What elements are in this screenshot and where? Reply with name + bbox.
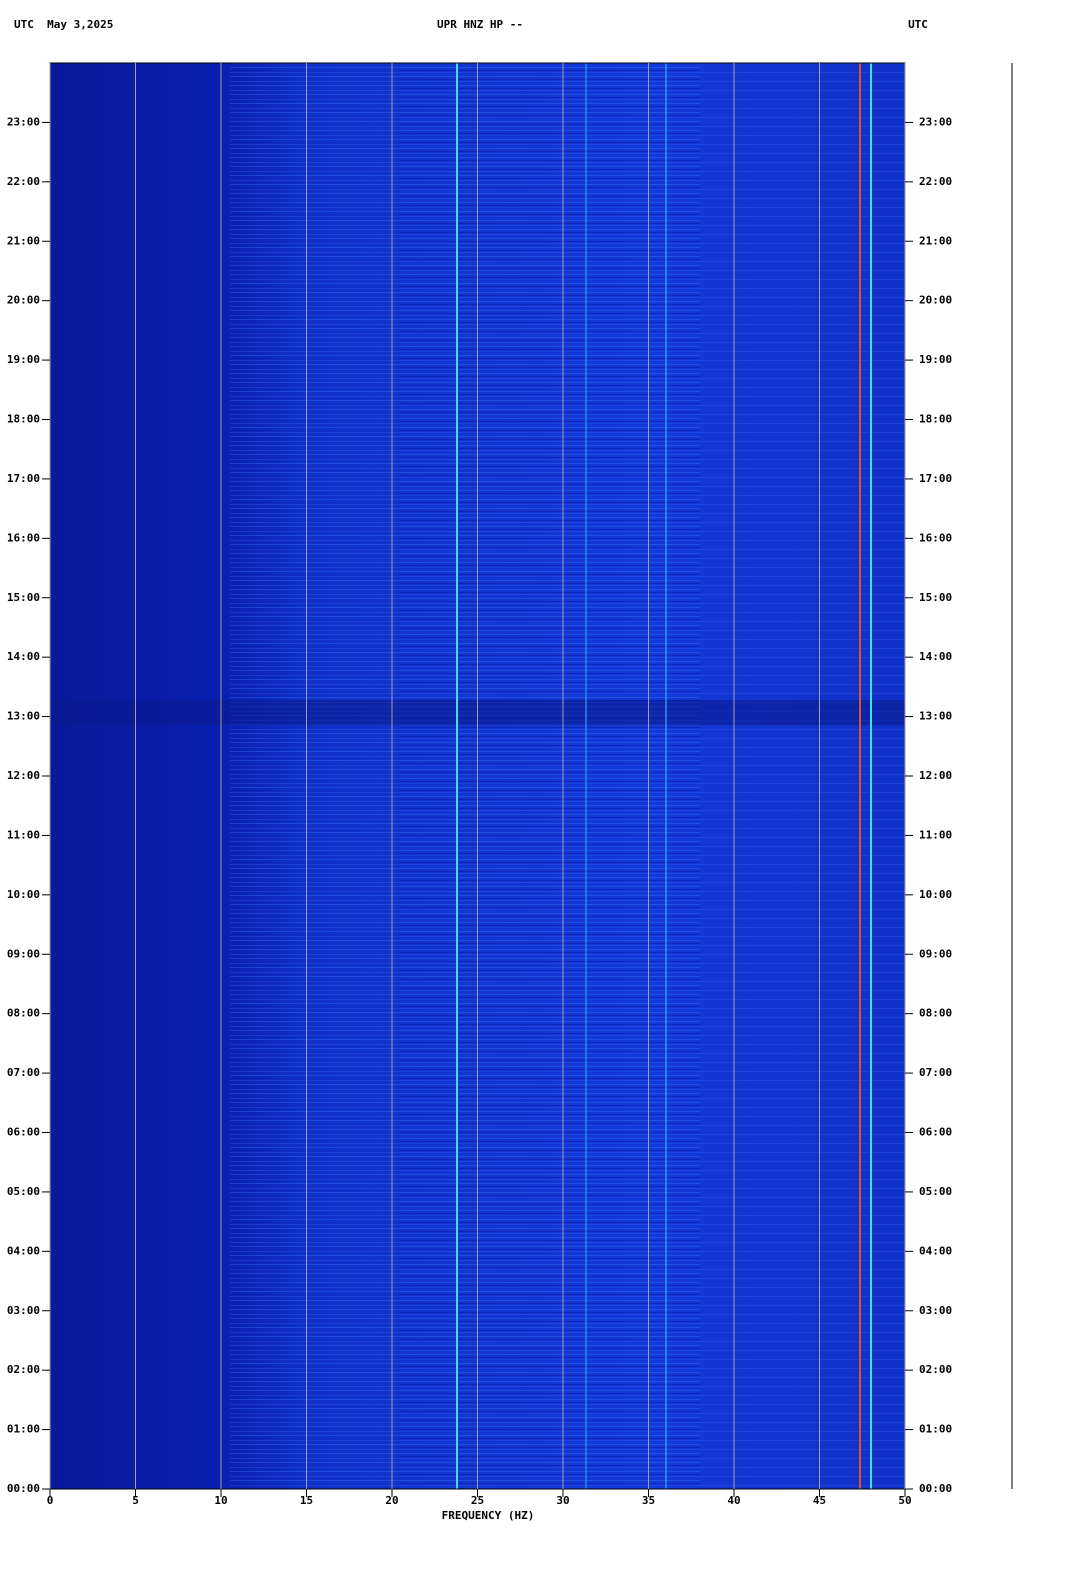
y-tick-label: 21:00 (919, 234, 952, 247)
y-tick-label: 03:00 (919, 1304, 952, 1317)
y-tick-label: 07:00 (7, 1066, 40, 1079)
y-tick-label: 09:00 (7, 947, 40, 960)
x-tick-label: 0 (47, 1494, 54, 1507)
y-tick-label: 13:00 (919, 710, 952, 723)
y-tick-label: 20:00 (919, 294, 952, 307)
y-tick-label: 13:00 (7, 710, 40, 723)
y-tick-label: 15:00 (7, 591, 40, 604)
x-tick-label: 50 (898, 1494, 911, 1507)
y-tick-label: 10:00 (919, 888, 952, 901)
y-tick-label: 11:00 (7, 828, 40, 841)
date-label: UTC May 3,2025 (14, 18, 113, 31)
y-tick-label: 01:00 (919, 1423, 952, 1436)
x-tick-label: 35 (642, 1494, 655, 1507)
y-tick-label: 17:00 (7, 472, 40, 485)
y-tick-label: 03:00 (7, 1304, 40, 1317)
y-tick-label: 22:00 (7, 175, 40, 188)
y-tick-label: 08:00 (919, 1007, 952, 1020)
chart-title: UPR HNZ HP -- (437, 18, 523, 31)
y-tick-label: 14:00 (7, 650, 40, 663)
y-tick-label: 00:00 (919, 1482, 952, 1495)
x-tick-label: 5 (132, 1494, 139, 1507)
x-tick-label: 20 (385, 1494, 398, 1507)
y-tick-label: 04:00 (7, 1244, 40, 1257)
y-tick-label: 08:00 (7, 1007, 40, 1020)
x-tick-label: 45 (813, 1494, 826, 1507)
y-tick-label: 20:00 (7, 294, 40, 307)
y-tick-label: 09:00 (919, 947, 952, 960)
y-tick-label: 22:00 (919, 175, 952, 188)
y-tick-label: 06:00 (7, 1126, 40, 1139)
right-label: UTC (908, 18, 928, 31)
y-tick-label: 23:00 (7, 115, 40, 128)
y-tick-label: 01:00 (7, 1423, 40, 1436)
y-tick-label: 19:00 (7, 353, 40, 366)
y-tick-label: 07:00 (919, 1066, 952, 1079)
y-tick-label: 10:00 (7, 888, 40, 901)
y-tick-label: 18:00 (7, 413, 40, 426)
y-tick-label: 19:00 (919, 353, 952, 366)
y-tick-label: 18:00 (919, 413, 952, 426)
y-tick-label: 21:00 (7, 234, 40, 247)
x-axis-label: FREQUENCY (HZ) (442, 1509, 535, 1522)
y-tick-label: 00:00 (7, 1482, 40, 1495)
y-tick-label: 17:00 (919, 472, 952, 485)
x-tick-label: 30 (556, 1494, 569, 1507)
y-tick-label: 23:00 (919, 115, 952, 128)
y-tick-label: 16:00 (7, 531, 40, 544)
y-tick-label: 02:00 (919, 1363, 952, 1376)
y-tick-label: 15:00 (919, 591, 952, 604)
x-tick-label: 10 (214, 1494, 227, 1507)
spectrogram-texture (230, 63, 905, 1489)
y-tick-label: 06:00 (919, 1126, 952, 1139)
y-tick-label: 04:00 (919, 1244, 952, 1257)
y-tick-label: 12:00 (7, 769, 40, 782)
y-tick-label: 16:00 (919, 531, 952, 544)
y-tick-label: 05:00 (919, 1185, 952, 1198)
x-tick-label: 25 (471, 1494, 484, 1507)
y-tick-label: 02:00 (7, 1363, 40, 1376)
x-tick-label: 15 (300, 1494, 313, 1507)
y-tick-label: 11:00 (919, 828, 952, 841)
x-tick-label: 40 (727, 1494, 740, 1507)
y-tick-label: 05:00 (7, 1185, 40, 1198)
y-tick-label: 12:00 (919, 769, 952, 782)
y-tick-label: 14:00 (919, 650, 952, 663)
